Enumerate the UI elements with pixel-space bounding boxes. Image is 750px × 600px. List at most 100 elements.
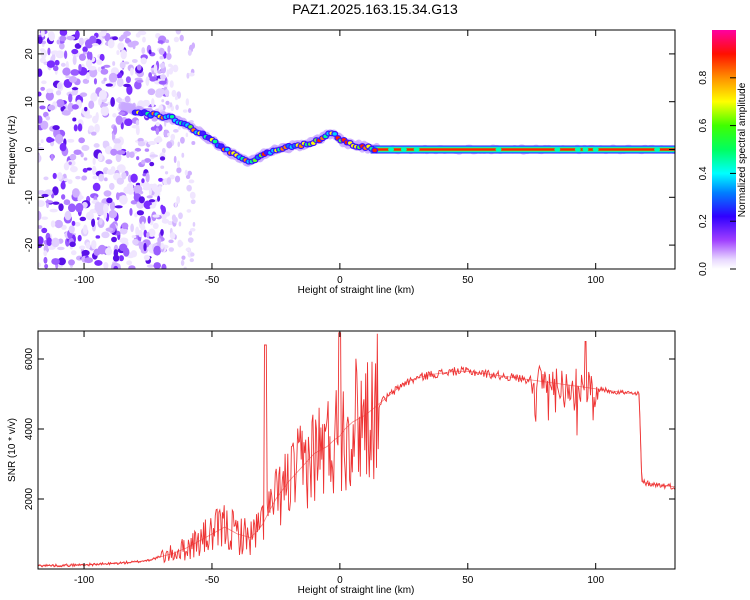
noise-blob — [121, 222, 129, 230]
noise-blob — [112, 61, 116, 66]
noise-blob — [101, 80, 106, 84]
snr-xtick-label: 50 — [462, 575, 474, 586]
noise-blob — [146, 264, 155, 268]
noise-blob — [64, 210, 72, 221]
ridge-spot — [400, 147, 407, 152]
noise-blob — [134, 80, 142, 90]
noise-blob — [167, 220, 173, 226]
noise-blob — [91, 239, 97, 250]
noise-blob — [144, 158, 152, 163]
noise-blob — [117, 42, 125, 51]
noise-blob — [116, 50, 120, 55]
noise-blob — [120, 122, 124, 130]
noise-blob — [46, 60, 56, 68]
noise-blob — [38, 142, 41, 147]
spectrogram-xtick-label: -100 — [74, 275, 94, 286]
noise-blob — [141, 221, 145, 230]
noise-blob — [192, 222, 196, 227]
noise-blob — [93, 78, 98, 85]
noise-blob — [121, 172, 127, 180]
noise-blob — [185, 132, 189, 138]
noise-blob — [52, 65, 59, 72]
snr-xtick-label: 0 — [337, 575, 343, 586]
noise-blob — [165, 39, 170, 44]
spectrogram-ytick-label: -20 — [24, 237, 35, 252]
noise-blob — [157, 237, 162, 244]
noise-blob — [98, 217, 103, 225]
noise-blob — [78, 37, 85, 46]
noise-blob — [68, 75, 78, 83]
noise-blob — [160, 228, 164, 236]
noise-blob — [123, 83, 131, 88]
noise-blob — [159, 55, 164, 60]
noise-blob — [131, 124, 140, 129]
noise-blob — [111, 236, 117, 243]
noise-blob — [174, 96, 178, 101]
noise-blob — [52, 125, 60, 131]
noise-blob — [108, 72, 118, 83]
noise-blob — [110, 166, 116, 173]
noise-blob — [59, 30, 68, 37]
noise-blob — [103, 190, 112, 197]
noise-blob — [78, 53, 87, 61]
noise-blob — [112, 254, 120, 262]
noise-blob — [165, 100, 170, 105]
noise-blob — [175, 104, 179, 111]
noise-blob — [68, 161, 72, 165]
noise-blob — [38, 210, 42, 221]
noise-blob — [103, 77, 107, 82]
noise-blob — [40, 120, 49, 130]
noise-blob — [118, 111, 126, 116]
noise-blob — [41, 193, 49, 198]
noise-blob — [161, 263, 167, 269]
noise-blob — [191, 42, 196, 49]
noise-blob — [161, 99, 165, 103]
noise-blob — [74, 222, 81, 227]
noise-blob — [143, 254, 151, 261]
noise-blob — [102, 140, 107, 147]
noise-blob — [81, 144, 90, 152]
noise-blob — [67, 203, 76, 213]
noise-blob — [160, 242, 165, 250]
noise-blob — [153, 63, 158, 74]
noise-blob — [178, 212, 183, 220]
noise-blob — [168, 239, 174, 244]
noise-blob — [120, 34, 128, 39]
noise-blob — [84, 257, 94, 264]
noise-blob — [90, 92, 98, 102]
noise-blob — [138, 229, 143, 238]
noise-blob — [38, 68, 43, 77]
noise-blob — [81, 201, 88, 209]
noise-blob — [153, 262, 161, 269]
snr-frame — [37, 330, 676, 570]
noise-blob — [56, 39, 61, 45]
noise-blob — [178, 240, 184, 247]
spectrogram-ytick-label: 20 — [24, 48, 35, 60]
noise-blob — [50, 153, 54, 161]
noise-blob — [38, 262, 41, 268]
noise-blob — [103, 64, 111, 68]
noise-blob — [188, 72, 195, 77]
noise-blob — [59, 142, 67, 152]
noise-blob — [46, 237, 53, 247]
noise-blob — [130, 173, 138, 183]
ridge-band-red — [370, 148, 675, 151]
noise-blob — [115, 153, 122, 163]
noise-blob — [67, 138, 75, 143]
noise-blob — [170, 133, 176, 141]
noise-blob — [189, 191, 196, 200]
noise-blob — [144, 148, 150, 152]
noise-blob — [168, 247, 175, 252]
noise-blob — [92, 157, 96, 166]
noise-blob — [94, 201, 102, 212]
noise-blob — [183, 266, 187, 269]
noise-blob — [130, 223, 134, 233]
snr-ylabel: SNR (10 * v/v) — [7, 418, 18, 482]
noise-blob — [155, 122, 160, 127]
noise-blob — [171, 214, 177, 222]
noise-blob — [148, 140, 156, 146]
noise-blob — [135, 32, 141, 38]
snr-xlabel: Height of straight line (km) — [298, 585, 415, 596]
noise-blob — [38, 36, 43, 45]
noise-blob — [57, 246, 65, 251]
